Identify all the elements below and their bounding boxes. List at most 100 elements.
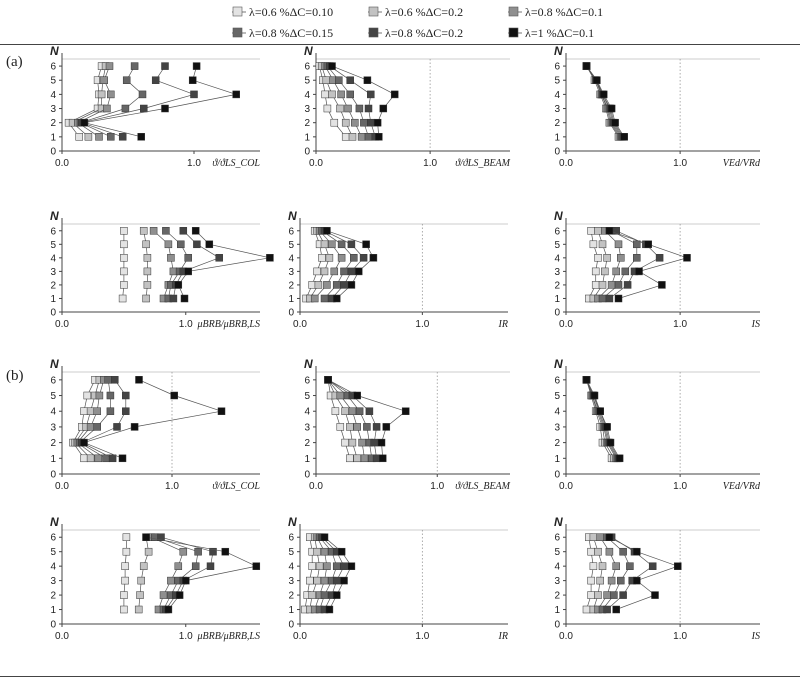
- data-point: [191, 562, 200, 570]
- x-axis-title: IS: [751, 631, 760, 642]
- data-point: [320, 267, 329, 276]
- y-tick-label: 2: [554, 438, 560, 449]
- data-point: [120, 281, 128, 289]
- series-1: [301, 533, 316, 614]
- data-point: [142, 294, 150, 303]
- series-2: [589, 533, 607, 614]
- y-tick-label: 0: [288, 620, 294, 631]
- legend-item-3: λ=0.8 %ΔC=0.1: [508, 5, 603, 19]
- data-point: [120, 240, 128, 249]
- data-point: [134, 605, 143, 614]
- data-point: [674, 562, 682, 570]
- data-point: [86, 407, 95, 415]
- data-point: [159, 591, 168, 599]
- data-point: [655, 254, 664, 262]
- data-point: [617, 576, 625, 585]
- data-point: [130, 423, 139, 431]
- series-2: [134, 533, 153, 614]
- y-tick-label: 5: [554, 391, 560, 402]
- panel-9: N 0 1 2 3 4 5 6 0.0 1.0 VEd/VRd: [554, 357, 761, 492]
- data-point: [177, 240, 185, 249]
- panel-12: N 0 1 2 3 4 5 6 0.0 1.0 IS: [554, 515, 760, 642]
- series-6: [320, 533, 356, 614]
- y-tick-label: 3: [554, 267, 560, 278]
- data-point: [341, 118, 350, 127]
- data-point: [337, 254, 346, 262]
- x-tick-label: 1.0: [415, 319, 429, 330]
- x-tick-label: 1.0: [673, 319, 687, 330]
- data-point: [139, 562, 148, 570]
- x-tick-label: 1.0: [673, 481, 687, 492]
- series-1: [118, 227, 128, 303]
- data-point: [75, 133, 83, 141]
- x-tick-label: 0.0: [55, 631, 69, 642]
- y-tick-label: 1: [304, 132, 310, 143]
- y-tick-label: 2: [288, 591, 294, 602]
- legend-label: λ=0.8 %ΔC=0.2: [385, 26, 463, 40]
- panel-2: N 0 1 2 3 4 5 6 0.0 1.0 ϑ/ϑLS_BEAM: [304, 44, 511, 169]
- panel-6: N 0 1 2 3 4 5 6 0.0 1.0 IS: [554, 209, 760, 330]
- data-point: [354, 267, 363, 276]
- data-point: [598, 562, 607, 570]
- y-tick-label: 6: [288, 533, 294, 544]
- y-tick-label: 1: [288, 605, 294, 616]
- data-point: [135, 376, 143, 384]
- data-point: [612, 562, 620, 570]
- series-6: [605, 227, 691, 303]
- x-tick-label: 1.0: [423, 158, 437, 169]
- x-tick-label: 1.0: [179, 631, 193, 642]
- data-point: [601, 267, 609, 276]
- y-tick-label: 4: [288, 253, 294, 264]
- data-point: [332, 281, 341, 289]
- series-4: [582, 376, 622, 463]
- data-point: [332, 591, 341, 599]
- data-point: [336, 104, 344, 113]
- data-point: [323, 562, 331, 570]
- data-point: [84, 133, 93, 141]
- data-point: [139, 227, 148, 235]
- legend-label: λ=0.6 %ΔC=0.2: [385, 5, 463, 19]
- data-point: [137, 576, 145, 585]
- data-point: [105, 62, 114, 70]
- data-point: [321, 90, 329, 99]
- y-axis-title: N: [50, 357, 59, 371]
- data-point: [194, 547, 202, 556]
- y-axis-title: N: [288, 515, 297, 529]
- x-tick-label: 0.0: [293, 319, 307, 330]
- data-point: [348, 407, 357, 415]
- y-tick-label: 4: [554, 90, 560, 101]
- legend-label: λ=1 %ΔC=0.1: [525, 26, 594, 40]
- data-point: [658, 281, 666, 289]
- data-point: [308, 591, 316, 599]
- data-point: [372, 423, 381, 431]
- x-tick-label: 0.0: [559, 319, 573, 330]
- y-tick-label: 5: [50, 391, 56, 402]
- data-point: [598, 240, 607, 249]
- data-point: [367, 90, 375, 99]
- y-tick-label: 6: [304, 375, 310, 386]
- data-point: [355, 104, 364, 113]
- y-tick-label: 1: [288, 294, 294, 305]
- data-point: [206, 562, 215, 570]
- panel-7: N 0 1 2 3 4 5 6 0.0 1.0 ϑ/ϑLS_COL: [50, 357, 260, 492]
- data-point: [184, 267, 192, 276]
- data-point: [379, 104, 388, 113]
- x-axis-title: IS: [751, 319, 760, 330]
- y-tick-label: 6: [554, 62, 560, 73]
- panel-1: N 0 1 2 3 4 5 6 0.0 1.0 ϑ/ϑLS_COL: [50, 44, 260, 169]
- data-point: [617, 254, 625, 262]
- series-5: [324, 376, 381, 463]
- y-tick-label: 3: [304, 422, 310, 433]
- series-line: [74, 379, 100, 459]
- series-4: [162, 227, 192, 303]
- data-point: [589, 240, 598, 249]
- series-1: [582, 376, 616, 463]
- x-axis-title: ϑ/ϑLS_COL: [212, 481, 260, 492]
- data-point: [373, 118, 382, 127]
- y-tick-label: 5: [554, 76, 560, 87]
- y-tick-label: 0: [50, 147, 56, 158]
- data-point: [612, 605, 620, 614]
- data-point: [86, 423, 95, 431]
- data-point: [341, 133, 350, 141]
- bottom-rule: [0, 676, 800, 677]
